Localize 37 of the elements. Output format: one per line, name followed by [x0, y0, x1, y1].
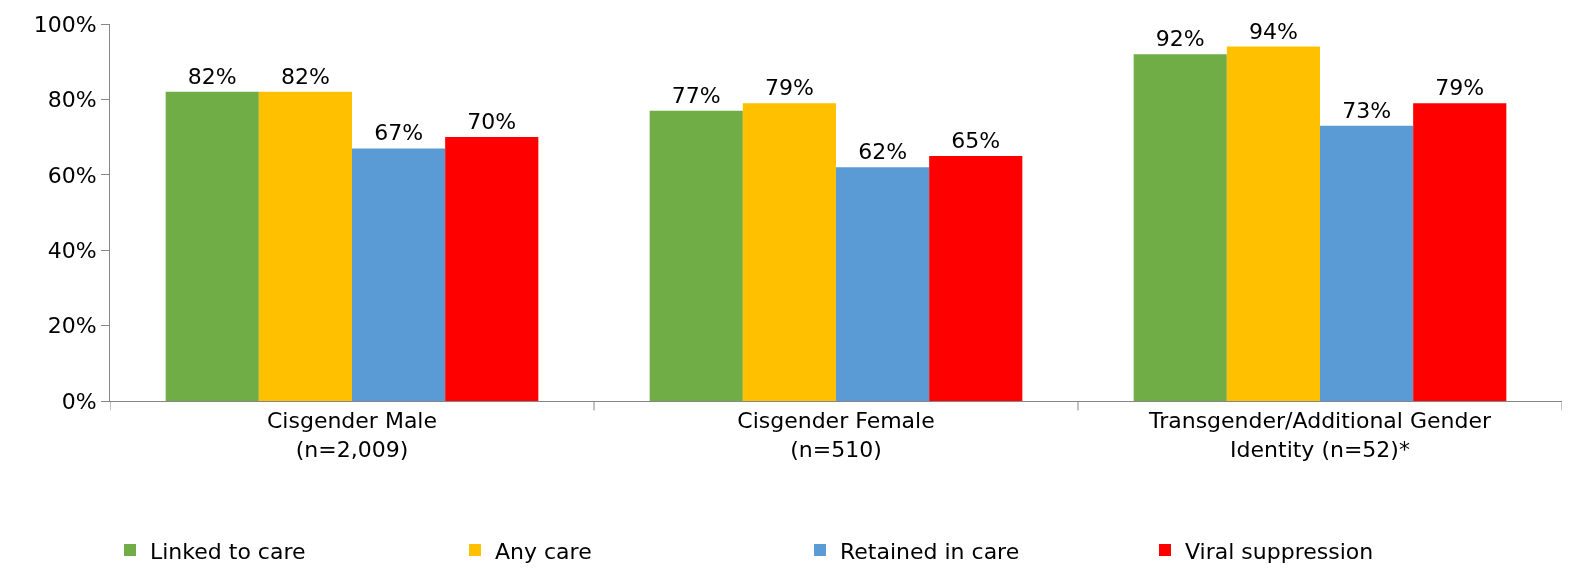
bar — [258, 91, 352, 401]
bar — [165, 91, 259, 401]
legend-label: Any care — [495, 538, 592, 564]
bar — [1320, 125, 1414, 401]
legend-label: Linked to care — [150, 538, 306, 564]
bar — [445, 137, 539, 401]
data-label: 65% — [951, 127, 1001, 153]
bar — [742, 103, 836, 401]
bar — [649, 110, 743, 401]
y-tick-label: 0% — [61, 388, 97, 414]
bar — [1133, 54, 1227, 401]
bar — [1413, 103, 1507, 401]
bar — [1226, 46, 1320, 401]
data-label: 67% — [374, 120, 424, 146]
data-label: 92% — [1155, 26, 1205, 52]
y-tick-label: 40% — [47, 237, 97, 263]
data-label: 77% — [671, 82, 721, 108]
y-tick-label: 80% — [47, 87, 97, 113]
x-tick-label: Cisgender Male (n=2,009) — [266, 408, 438, 462]
data-label: 94% — [1248, 18, 1298, 44]
legend-label: Viral suppression — [1185, 538, 1374, 564]
data-label: 73% — [1342, 97, 1392, 123]
y-tick-label: 20% — [47, 313, 97, 339]
x-tick-label: Transgender/Additional Gender Identity (n=52)* — [1147, 408, 1492, 462]
data-label: 70% — [467, 109, 517, 135]
y-tick-label: 100% — [33, 11, 97, 37]
data-label: 82% — [187, 63, 237, 89]
data-label: 79% — [764, 75, 814, 101]
legend-label: Retained in care — [840, 538, 1020, 564]
bar — [352, 148, 446, 401]
data-label: 62% — [858, 139, 908, 165]
bar — [929, 155, 1023, 401]
data-label: 82% — [280, 63, 330, 89]
x-tick-label: Cisgender Female (n=510) — [737, 408, 935, 462]
data-label: 79% — [1435, 75, 1485, 101]
bar — [836, 167, 930, 401]
y-tick-label: 60% — [47, 162, 97, 188]
